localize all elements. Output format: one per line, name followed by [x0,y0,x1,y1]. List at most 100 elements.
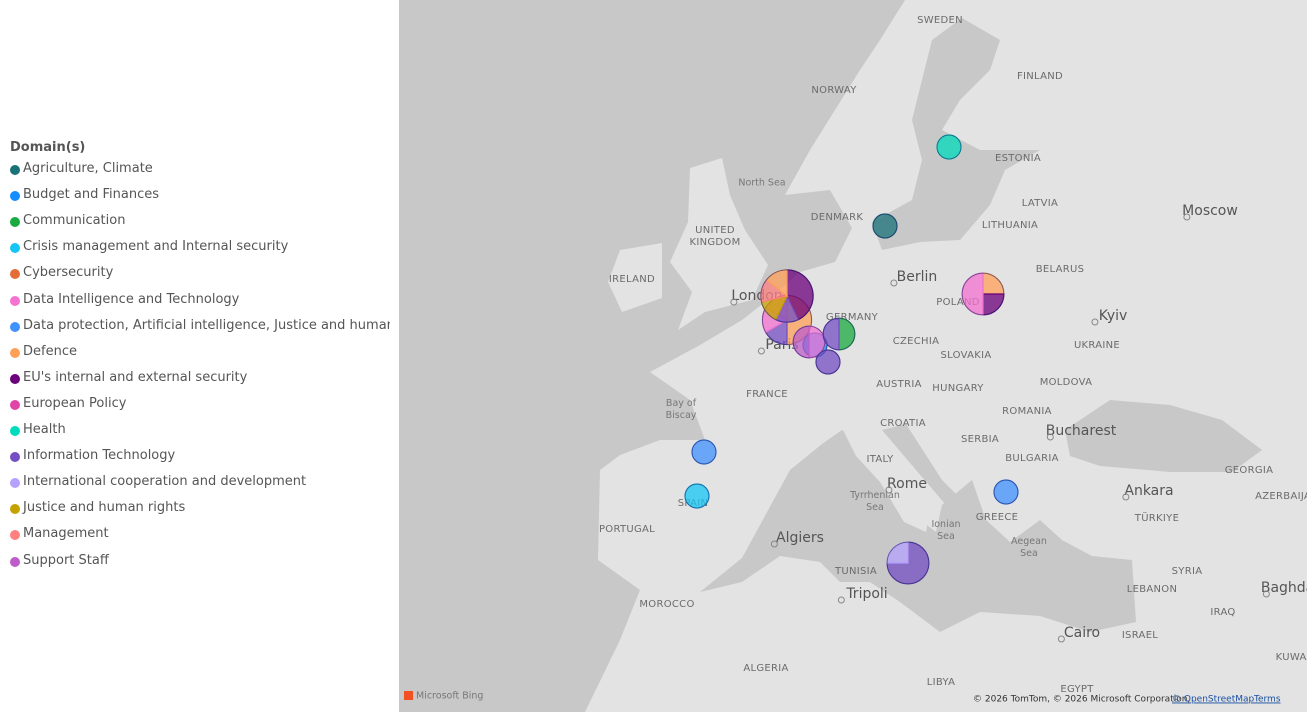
pie-outline [691,439,717,465]
legend-marker [10,478,20,489]
map-label: ITALY [867,454,895,465]
legend-item: Agriculture, Climate [10,160,390,180]
map-label: Tyrrhenian Sea [849,490,900,513]
map-label: SWEDEN [917,15,963,26]
pie-outline [886,541,930,585]
legend-item: Cybersecurity [10,264,390,284]
pie-marker[interactable] [886,541,930,585]
map-label: Aegean Sea [1011,536,1047,559]
map-label: AZERBAIJAN [1255,491,1307,502]
map: SWEDEN FINLAND NORWAY ESTONIA North Sea DENMA… [399,0,1307,712]
map-layer: SWEDEN FINLAND NORWAY ESTONIA North Sea DENMA… [399,0,1307,712]
terms-link[interactable]: Terms [1253,695,1281,705]
city-dot [770,540,778,548]
map-label: ALGERIA [743,663,788,674]
map-label: FRANCE [746,389,788,400]
adriatic-sea [882,424,962,505]
city-dot [1262,590,1270,598]
map-label: NORWAY [811,85,857,96]
map-label: ESTONIA [995,153,1041,164]
city-dot [1057,635,1065,643]
pie-marker[interactable] [684,483,710,509]
pie-outline [822,317,856,351]
map-label: IRELAND [609,274,655,285]
legend-marker [10,217,20,228]
map-label: PORTUGAL [599,524,655,535]
pie-marker[interactable] [872,213,898,239]
legend-marker [10,556,20,567]
map-label: CZECHIA [893,336,940,347]
pie-marker[interactable] [993,479,1019,505]
legend-label: Crisis management and Internal security [23,239,289,255]
map-label: UNITED KINGDOM [689,225,740,248]
city-dot [730,298,738,306]
osm-link[interactable]: © OpenStreetMap [1172,695,1255,705]
pie-marker[interactable] [792,325,826,359]
map-label: MOROCCO [639,599,694,610]
legend-marker [10,269,20,280]
uk [670,158,768,330]
pie-outline [684,483,710,509]
legend-marker [10,452,20,463]
legend-marker [10,530,20,541]
pie-outline [815,349,841,375]
map-label: TÜRKIYE [1134,511,1179,524]
city-dot [1122,493,1130,501]
map-label: KUWAIT [1276,652,1307,663]
legend-item: International cooperation and developmen… [10,473,390,493]
pie-outline [961,272,1005,316]
map-label: POLAND [936,297,980,308]
legend-label: Agriculture, Climate [23,161,153,176]
legend-label: International cooperation and developmen… [23,474,307,490]
map-label: Baghdad [1261,580,1307,596]
map-label: IRAQ [1210,607,1235,618]
legend-marker [10,426,20,436]
map-label: ROMANIA [1002,406,1052,417]
map-label: BULGARIA [1005,453,1058,464]
legend-item: EU's internal and external security [10,369,390,389]
atlantic-sea [399,0,905,712]
city-dot [757,347,765,355]
legend-label: Management [23,526,109,542]
legend-item: Data protection, Artificial intelligence… [10,317,390,337]
map-label: LITHUANIA [982,220,1038,231]
legend-label: Information Technology [23,448,176,464]
legend-label: EU's internal and external security [23,369,248,385]
legend-marker [10,347,20,358]
ireland [608,243,662,312]
pie-marker[interactable] [822,317,856,351]
map-label: DENMARK [811,212,864,223]
legend-item: Budget and Finances [10,186,390,206]
pie-marker[interactable] [961,272,1005,316]
black-sea [1065,400,1262,472]
map-label: UKRAINE [1074,340,1120,351]
legend-marker [10,295,20,306]
map-label: LIBYA [927,677,956,688]
map-label: HUNGARY [932,383,984,394]
map-label: AUSTRIA [876,379,921,390]
map-label: TUNISIA [834,566,877,577]
map-label: Moscow [1182,203,1238,219]
legend-item: Management [10,525,390,545]
map-label: LATVIA [1022,198,1058,209]
pie-marker[interactable] [691,439,717,465]
map-label: GEORGIA [1225,465,1274,476]
pie-outline [936,134,962,160]
legend-item: Support Staff [10,552,390,572]
map-label: Berlin [897,269,938,285]
legend-item: Data Intelligence and Technology [10,291,390,311]
pie-outline [760,269,814,323]
pie-marker[interactable] [936,134,962,160]
legend-label: European Policy [23,395,127,411]
legend-label: Communication [23,213,126,229]
baltic-sea [872,18,1040,250]
pie-marker[interactable] [815,349,841,375]
map-label: Algiers [776,530,824,546]
legend-item: Justice and human rights [10,499,390,519]
pie-outline [993,479,1019,505]
pie-marker[interactable] [760,269,814,323]
map-label: MOLDOVA [1040,377,1093,388]
legend-marker [10,191,20,202]
legend-marker [10,399,20,410]
